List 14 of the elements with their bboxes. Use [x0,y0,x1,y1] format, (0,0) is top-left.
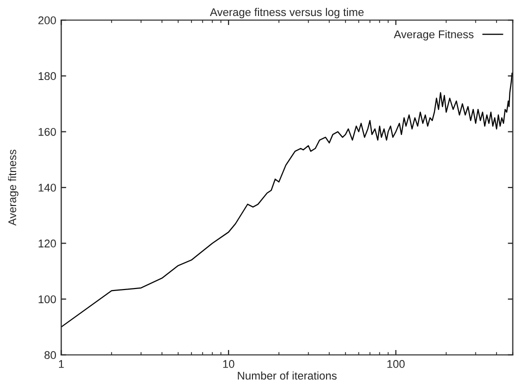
legend-label: Average Fitness [394,30,474,40]
x-tick-label: 1 [59,360,64,368]
y-tick-label: 180 [38,72,56,80]
x-tick-label: 100 [387,360,405,368]
y-tick-label: 100 [38,295,56,304]
y-tick-label: 200 [38,16,56,24]
y-tick-label: 80 [44,351,56,360]
y-tick-label: 120 [38,240,56,248]
y-axis-title: Average fitness [8,150,18,226]
y-tick-label: 140 [38,184,56,192]
x-tick-label: 10 [223,360,234,368]
y-tick-label: 160 [38,128,56,136]
chart-title: Average fitness versus log time [210,8,364,18]
x-axis-title: Number of iterations [238,371,337,380]
